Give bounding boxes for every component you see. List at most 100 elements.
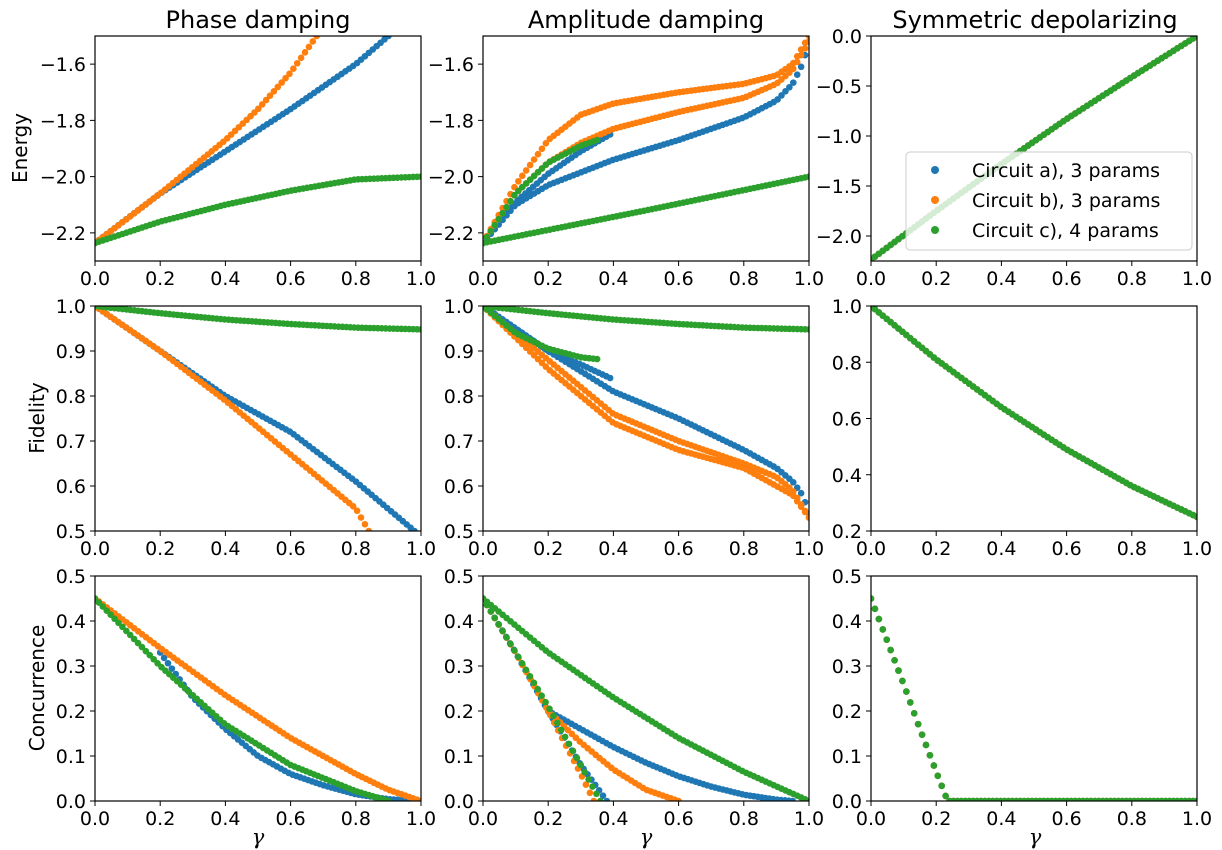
data-point: [597, 797, 604, 801]
y-tick-label: 0.3: [56, 656, 86, 678]
data-point: [507, 640, 514, 648]
y-tick-label: 0.0: [832, 26, 862, 48]
x-tick-label: 0.4: [598, 268, 628, 290]
data-point: [789, 492, 797, 500]
data-point: [499, 627, 506, 635]
y-tick-label: −1.8: [40, 110, 86, 132]
series-circuit-a-3-params: [483, 38, 809, 247]
y-tick-label: −2.0: [40, 167, 86, 189]
data-point: [495, 621, 502, 628]
data-point: [119, 623, 126, 631]
y-tick-label: −2.2: [40, 223, 86, 245]
axes-frame: [482, 305, 810, 532]
x-tick-label: 0.4: [210, 808, 240, 830]
y-tick-label: 0.2: [56, 701, 86, 723]
y-tick-label: 0.6: [444, 476, 474, 498]
data-point: [1193, 797, 1197, 801]
data-point: [542, 698, 549, 706]
x-tick-label: 0.6: [1051, 268, 1081, 290]
x-tick-label: 0.2: [533, 268, 563, 290]
legend: Circuit a), 3 params Circuit b), 3 param…: [905, 151, 1193, 251]
y-tick-label: 0.7: [444, 431, 474, 453]
y-tick-label: 0.9: [444, 341, 474, 363]
series-circuit-b-3-params: [95, 306, 373, 531]
x-tick-label: 0.8: [341, 538, 371, 560]
series-circuit-a-3-params: [871, 595, 1197, 801]
data-point: [538, 145, 546, 153]
y-tick-label: 0.3: [832, 656, 862, 678]
data-point: [805, 514, 809, 521]
xlabel-gamma-col-1: γ: [252, 825, 265, 849]
plot-area: [483, 595, 809, 801]
series-circuit-c-4-params: [871, 306, 1197, 521]
data-point: [293, 59, 301, 67]
x-tick-label: 1.0: [1182, 808, 1212, 830]
x-tick-label: 1.0: [794, 268, 824, 290]
x-tick-label: 0.0: [856, 808, 886, 830]
data-point: [582, 781, 590, 788]
data-point: [871, 605, 879, 613]
x-tick-label: 0.4: [210, 268, 240, 290]
data-point: [910, 709, 918, 717]
data-point: [593, 790, 600, 798]
data-point: [530, 156, 538, 163]
data-point: [903, 688, 910, 695]
x-tick-label: 0.2: [145, 808, 175, 830]
data-point: [797, 503, 805, 510]
y-tick-label: −2.2: [428, 223, 474, 245]
data-point: [938, 782, 945, 790]
axes-frame: [94, 35, 422, 262]
data-point: [503, 203, 510, 211]
subplot-r2-c0: 0.0 0.2 0.4 0.6 0.8 1.0 0.0 0.1 0.2 0.3 0.4 0.5: [56, 566, 436, 830]
legend-marker-circuit-c: [931, 226, 939, 234]
legend-label-circuit-a: Circuit a), 3 params: [972, 160, 1160, 182]
x-tick-label: 0.6: [275, 538, 305, 560]
data-point: [922, 741, 930, 749]
plot-area: [871, 595, 1197, 801]
data-point: [491, 221, 499, 229]
x-tick-label: 1.0: [406, 808, 436, 830]
data-point: [262, 96, 270, 104]
data-point: [926, 751, 934, 759]
data-point: [511, 191, 518, 199]
data-point: [599, 792, 607, 799]
y-tick-label: 0.5: [444, 521, 474, 543]
data-point: [255, 105, 262, 113]
data-point: [581, 768, 589, 776]
x-tick-label: 0.0: [856, 538, 886, 560]
x-tick-label: 0.6: [663, 538, 693, 560]
y-tick-label: 0.0: [56, 791, 86, 813]
x-tick-label: 0.2: [145, 268, 175, 290]
data-point: [282, 74, 289, 82]
x-tick-label: 1.0: [406, 538, 436, 560]
data-point: [930, 762, 938, 769]
data-point: [793, 58, 801, 66]
y-tick-label: 0.5: [56, 521, 86, 543]
data-point: [542, 140, 550, 147]
xlabel-gamma-col-3: γ: [1029, 825, 1042, 849]
y-tick-label: 1.0: [832, 296, 862, 318]
data-point: [365, 527, 373, 531]
data-point: [942, 792, 949, 800]
data-point: [899, 677, 906, 685]
data-point: [585, 776, 592, 783]
series-circuit-c-4-params: [95, 595, 392, 801]
x-tick-label: 0.8: [729, 268, 759, 290]
x-tick-label: 1.0: [406, 268, 436, 290]
y-tick-label: 0.1: [444, 746, 474, 768]
data-point: [1193, 513, 1197, 521]
data-point: [782, 88, 789, 95]
data-point: [906, 699, 914, 706]
data-point: [875, 615, 883, 623]
data-point: [789, 797, 796, 801]
data-point: [491, 614, 499, 622]
series-circuit-b-3-params: [95, 595, 421, 801]
data-point: [313, 36, 320, 40]
y-tick-label: 0.4: [832, 465, 862, 487]
data-point: [270, 87, 278, 95]
subplot-r1-c0: 0.0 0.2 0.4 0.6 0.8 1.0 0.5 0.6 0.7 0.8 0.9 1.0: [56, 296, 436, 560]
x-tick-label: 0.6: [663, 808, 693, 830]
x-tick-label: 0.8: [341, 808, 371, 830]
plot-area: [95, 595, 421, 801]
y-tick-label: −1.6: [40, 54, 86, 76]
